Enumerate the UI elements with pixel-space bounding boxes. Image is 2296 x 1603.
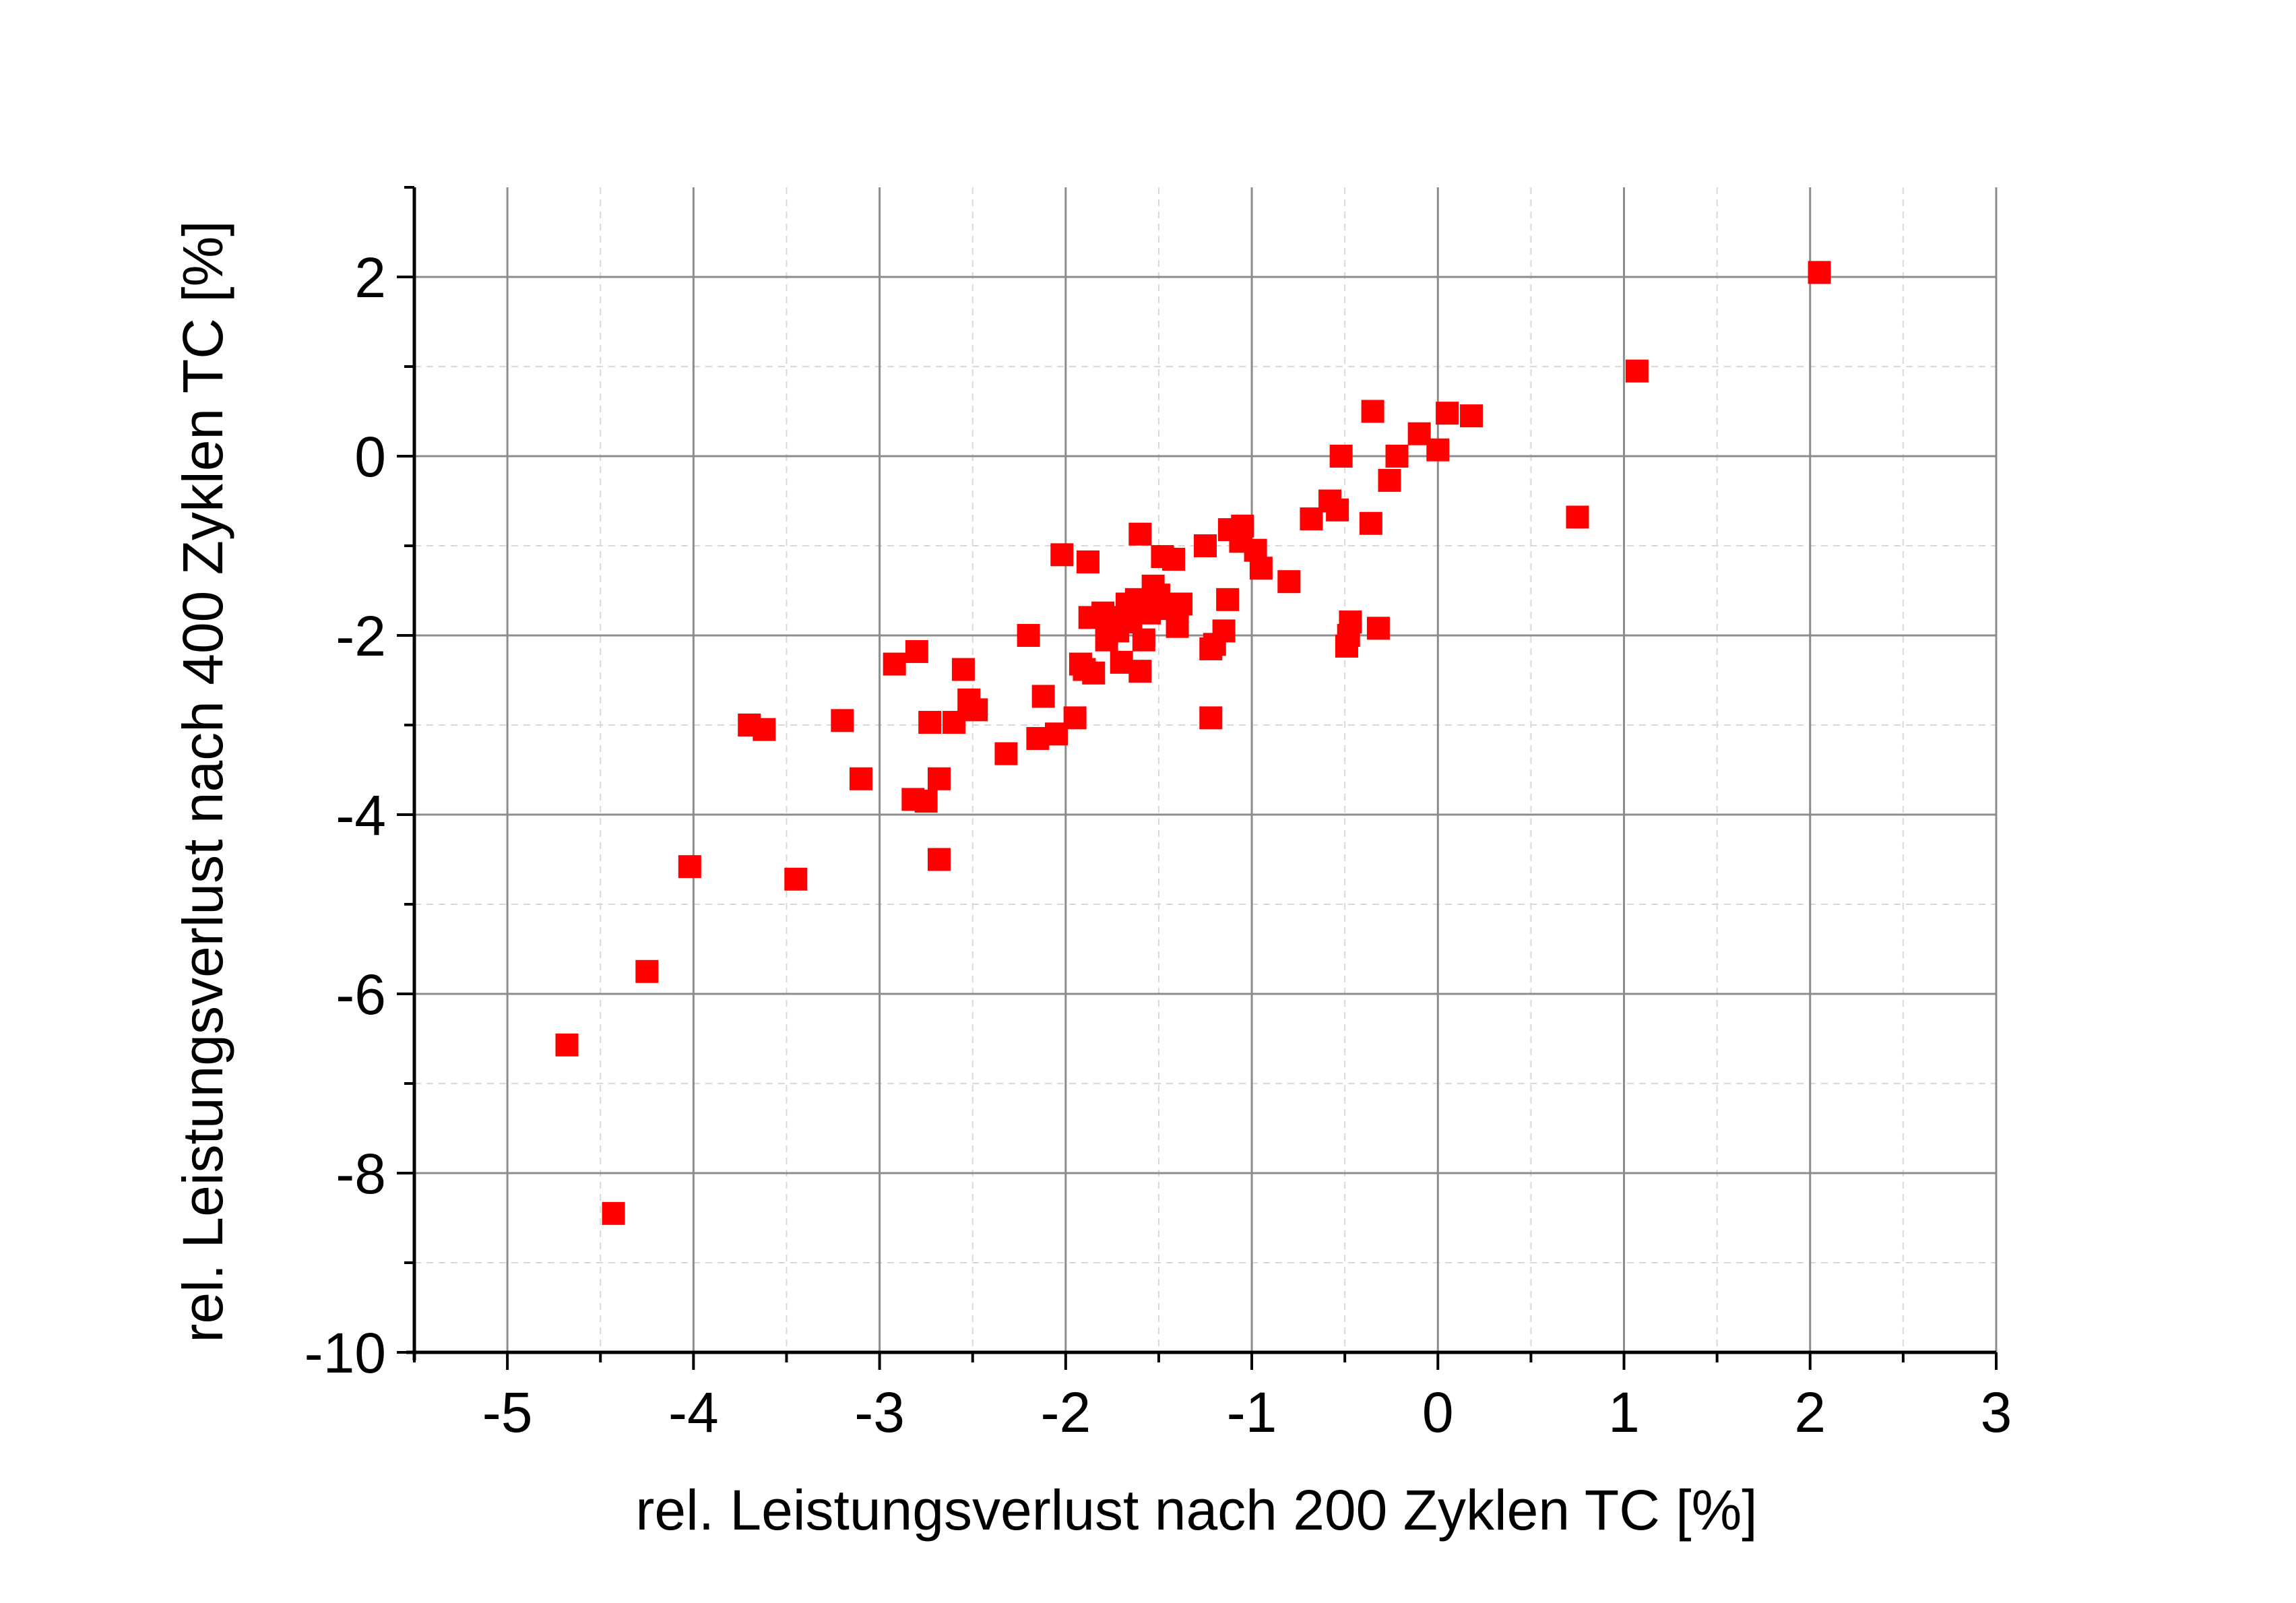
data-point bbox=[1436, 402, 1459, 425]
data-point bbox=[635, 960, 659, 983]
data-point bbox=[831, 709, 854, 732]
x-tick-label: -1 bbox=[1227, 1381, 1277, 1444]
data-point bbox=[1361, 400, 1384, 423]
data-point bbox=[738, 714, 761, 736]
data-point bbox=[1385, 445, 1409, 468]
x-tick-label: -4 bbox=[668, 1381, 719, 1444]
y-tick-label: -4 bbox=[336, 784, 386, 847]
x-axis-ticks: -5 -4 -3 -2 -1 0 1 2 3 bbox=[413, 1352, 2012, 1444]
data-point bbox=[1026, 726, 1050, 750]
data-point bbox=[602, 1201, 625, 1225]
data-point bbox=[1031, 685, 1055, 708]
data-point bbox=[1407, 422, 1431, 445]
x-tick-label: -3 bbox=[854, 1381, 905, 1444]
data-point bbox=[918, 711, 942, 734]
data-point bbox=[1566, 505, 1589, 529]
data-point bbox=[1199, 706, 1223, 730]
data-point bbox=[1216, 588, 1240, 611]
y-tick-label: 0 bbox=[354, 425, 386, 489]
x-tick-label: 3 bbox=[1981, 1381, 2012, 1444]
data-point bbox=[849, 767, 872, 790]
data-point bbox=[555, 1033, 579, 1057]
y-tick-label: -8 bbox=[336, 1142, 386, 1205]
data-point bbox=[1217, 518, 1241, 542]
data-point bbox=[1359, 511, 1382, 535]
data-point bbox=[1366, 617, 1390, 640]
data-point bbox=[1300, 507, 1323, 531]
data-point bbox=[1194, 534, 1217, 557]
y-tick-label: -10 bbox=[305, 1321, 386, 1385]
data-point bbox=[1069, 652, 1092, 676]
data-points bbox=[555, 261, 1831, 1225]
data-point bbox=[1128, 522, 1152, 546]
x-tick-label: 1 bbox=[1608, 1381, 1640, 1444]
data-point bbox=[883, 652, 906, 676]
data-point bbox=[927, 848, 951, 871]
data-point bbox=[943, 711, 966, 734]
data-point bbox=[1199, 637, 1223, 660]
axes bbox=[406, 187, 1996, 1360]
x-axis-label: rel. Leistungsverlust nach 200 Zyklen TC… bbox=[635, 1478, 1757, 1542]
data-point bbox=[1808, 261, 1831, 284]
data-point bbox=[1378, 468, 1401, 492]
data-point bbox=[784, 867, 808, 891]
x-tick-label: 0 bbox=[1422, 1381, 1454, 1444]
data-point bbox=[1625, 359, 1649, 383]
y-axis-label: rel. Leistungsverlust nach 400 Zyklen TC… bbox=[171, 220, 234, 1342]
y-tick-label: 2 bbox=[354, 246, 386, 309]
y-tick-label: -2 bbox=[336, 604, 386, 668]
data-point bbox=[1329, 445, 1353, 468]
data-point bbox=[927, 767, 951, 790]
data-point bbox=[951, 658, 975, 681]
data-point bbox=[1050, 543, 1074, 567]
data-point bbox=[901, 788, 925, 811]
data-point bbox=[1110, 650, 1133, 674]
data-point bbox=[1017, 624, 1040, 647]
data-point bbox=[1460, 404, 1484, 428]
data-point bbox=[1078, 606, 1102, 629]
x-tick-label: -5 bbox=[482, 1381, 533, 1444]
data-point bbox=[905, 639, 928, 663]
data-point bbox=[1095, 628, 1118, 652]
data-point bbox=[678, 855, 701, 879]
data-point bbox=[957, 688, 981, 712]
x-tick-label: -2 bbox=[1040, 1381, 1091, 1444]
y-tick-label: -6 bbox=[336, 963, 386, 1026]
x-tick-label: 2 bbox=[1794, 1381, 1826, 1444]
data-point bbox=[1277, 570, 1301, 594]
data-point bbox=[1335, 634, 1358, 658]
y-axis-ticks: -10 -8 -6 -4 -2 0 2 bbox=[305, 186, 414, 1385]
data-point bbox=[1151, 544, 1174, 568]
data-point bbox=[994, 742, 1018, 765]
data-point bbox=[1076, 550, 1099, 573]
